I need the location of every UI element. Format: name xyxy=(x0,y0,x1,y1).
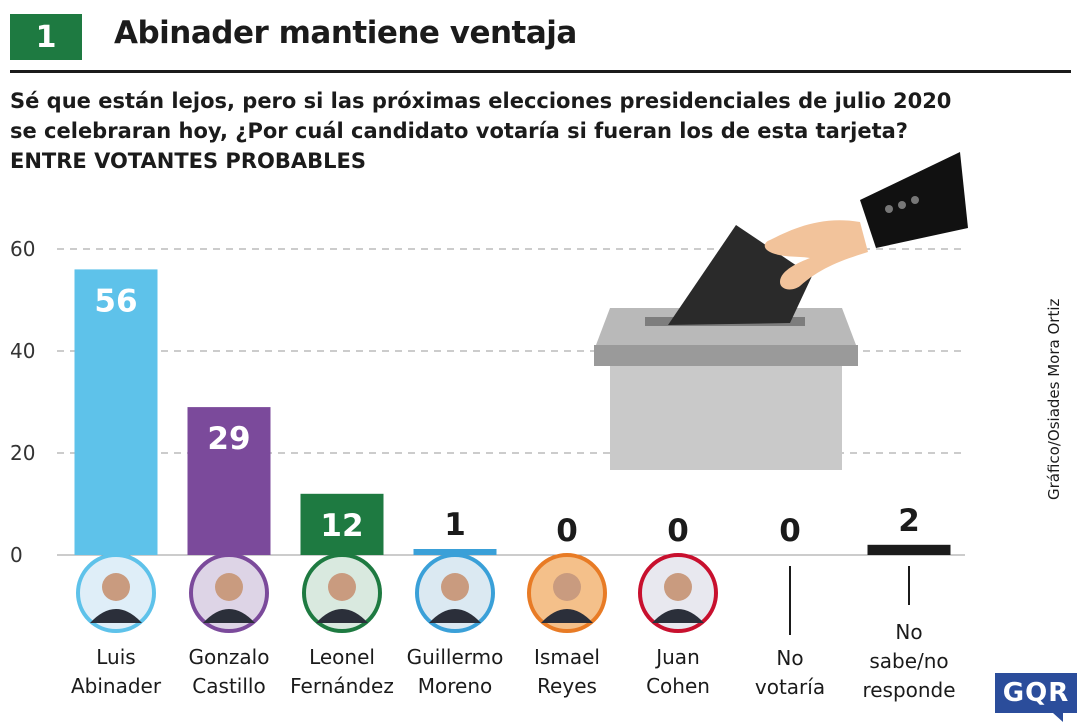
category-label: Fernández xyxy=(290,674,394,698)
category-label: Castillo xyxy=(192,674,265,698)
candidate-face xyxy=(664,573,692,601)
category-label: Cohen xyxy=(646,674,710,698)
candidate-face xyxy=(215,573,243,601)
y-tick-label: 20 xyxy=(10,441,35,465)
question-line-3: ENTRE VOTANTES PROBABLES xyxy=(10,149,366,173)
bar xyxy=(74,269,158,555)
ballot-box-illustration xyxy=(594,152,968,470)
category-label: Moreno xyxy=(418,674,493,698)
labels: 020406056LuisAbinader29GonzaloCastillo12… xyxy=(10,237,956,702)
candidate-shoulders xyxy=(316,609,368,623)
category-label: sabe/no xyxy=(869,649,948,673)
candidate-shoulders xyxy=(541,609,593,623)
bar xyxy=(867,544,951,555)
chart-number-badge: 1 xyxy=(10,14,82,60)
category-label: No xyxy=(776,646,803,670)
category-label: Ismael xyxy=(534,645,600,669)
y-tick-label: 60 xyxy=(10,237,35,261)
data-label: 1 xyxy=(444,507,466,543)
y-tick-label: 0 xyxy=(10,543,23,567)
question-line-1: Sé que están lejos, pero si las próximas… xyxy=(10,89,952,113)
data-label: 0 xyxy=(779,513,801,549)
category-label: responde xyxy=(862,678,955,702)
category-label: Leonel xyxy=(309,645,375,669)
data-label: 0 xyxy=(667,513,689,549)
bar xyxy=(187,407,271,555)
category-label: Luis xyxy=(96,645,135,669)
candidate-face xyxy=(441,573,469,601)
candidate-face xyxy=(102,573,130,601)
candidate-shoulders xyxy=(652,609,704,623)
candidate-shoulders xyxy=(90,609,142,623)
title-divider xyxy=(10,70,1071,73)
category-label: Guillermo xyxy=(407,645,504,669)
gqr-logo: GQR xyxy=(995,673,1077,722)
candidate-face xyxy=(328,573,356,601)
category-label: Abinader xyxy=(71,674,162,698)
candidate-shoulders xyxy=(203,609,255,623)
data-label: 56 xyxy=(94,283,137,319)
data-label: 2 xyxy=(898,503,920,539)
chart-title: Abinader mantiene ventaja xyxy=(114,15,577,51)
data-label: 29 xyxy=(207,421,250,457)
survey-question: Sé que están lejos, pero si las próximas… xyxy=(10,86,960,176)
bar xyxy=(300,493,384,555)
bar xyxy=(413,549,497,555)
candidate-face xyxy=(553,573,581,601)
y-tick-label: 40 xyxy=(10,339,35,363)
header: 1 Abinader mantiene ventaja xyxy=(10,12,1070,70)
category-label: votaría xyxy=(755,675,825,699)
category-label: No xyxy=(895,620,922,644)
chart-credit: Gráfico/Osiades Mora Ortiz xyxy=(1045,298,1063,500)
candidate-shoulders xyxy=(429,609,481,623)
data-label: 0 xyxy=(556,513,578,549)
category-label: Reyes xyxy=(537,674,597,698)
category-label: Juan xyxy=(654,645,700,669)
question-line-2: se celebraran hoy, ¿Por cuál candidato v… xyxy=(10,119,908,143)
data-label: 12 xyxy=(320,508,363,544)
bars xyxy=(74,269,951,555)
category-label: Gonzalo xyxy=(189,645,270,669)
